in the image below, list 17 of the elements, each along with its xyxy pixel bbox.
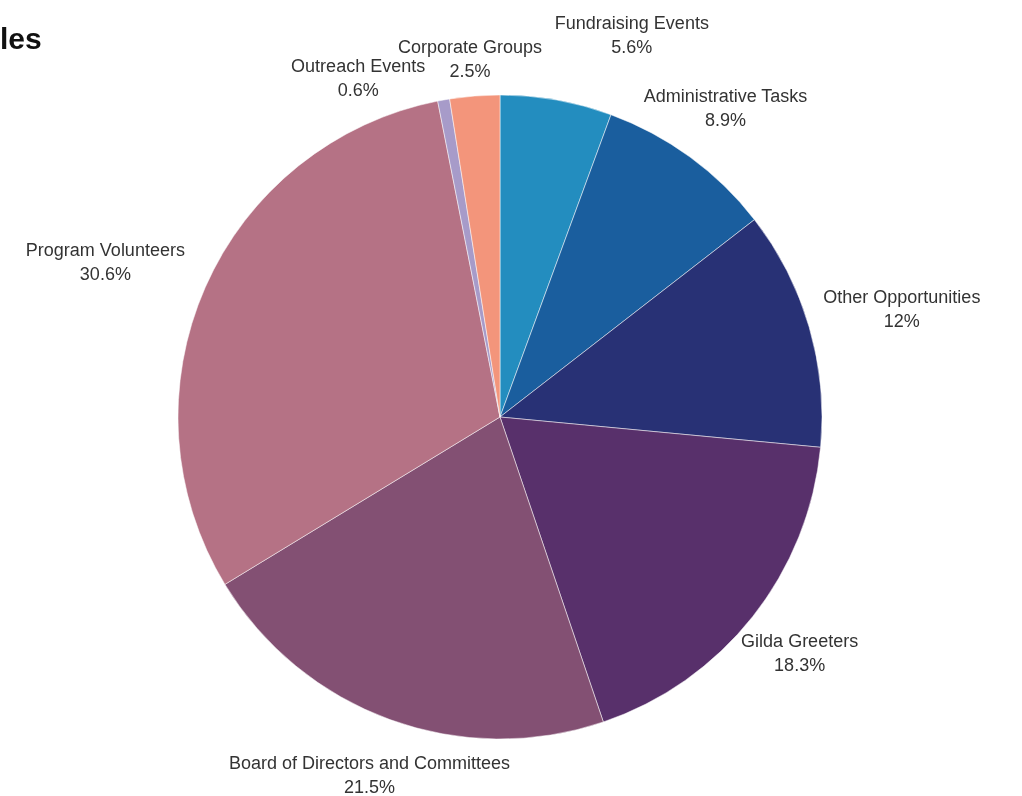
data-label: 5.6% <box>611 36 653 57</box>
slice-label: Outreach Events <box>291 55 426 76</box>
slice-label: Program Volunteers <box>25 240 185 261</box>
slice-label: Corporate Groups <box>397 37 543 58</box>
slice-label: Administrative Tasks <box>643 85 808 106</box>
data-label: 21.5% <box>343 777 395 796</box>
data-label: 18.3% <box>774 654 826 675</box>
slice-label: Gilda Greeters <box>741 630 859 651</box>
data-label: 30.6% <box>79 264 131 285</box>
data-label: 0.6% <box>337 79 379 100</box>
slice-label: Fundraising Events <box>554 12 709 33</box>
data-label: 8.9% <box>704 109 747 130</box>
data-label: 12% <box>883 311 920 332</box>
slice-label: Board of Directors and Committees <box>228 753 511 774</box>
data-label: 2.5% <box>449 61 491 82</box>
chart-title: les <box>0 21 42 55</box>
slice-label: Other Opportunities <box>823 287 981 308</box>
